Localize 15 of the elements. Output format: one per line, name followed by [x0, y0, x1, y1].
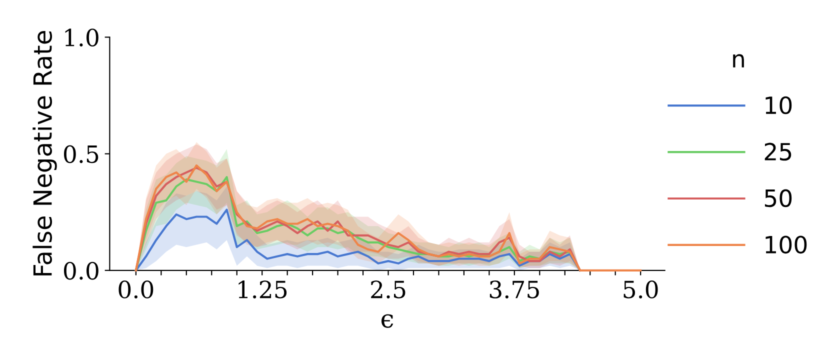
x-tick-label: 1.25	[238, 280, 287, 298]
legend-label: 25	[764, 142, 792, 161]
x-tick-label: 2.5	[371, 280, 406, 298]
legend-title: n	[733, 54, 744, 68]
y-axis-title: False Negative Rate	[32, 31, 57, 276]
legend-label: 50	[764, 189, 792, 208]
x-axis-title: ϵ	[381, 314, 394, 328]
x-tick-label: 5.0	[624, 280, 658, 298]
legend-label: 100	[766, 236, 807, 254]
y-tick-label: 0.5	[64, 145, 98, 164]
legend-label: 10	[766, 96, 792, 114]
x-tick-label: 0.0	[118, 280, 154, 298]
y-tick-label: 0.0	[64, 262, 98, 280]
x-tick-label: 3.75	[490, 280, 539, 298]
y-tick-label: 1.0	[65, 28, 98, 46]
